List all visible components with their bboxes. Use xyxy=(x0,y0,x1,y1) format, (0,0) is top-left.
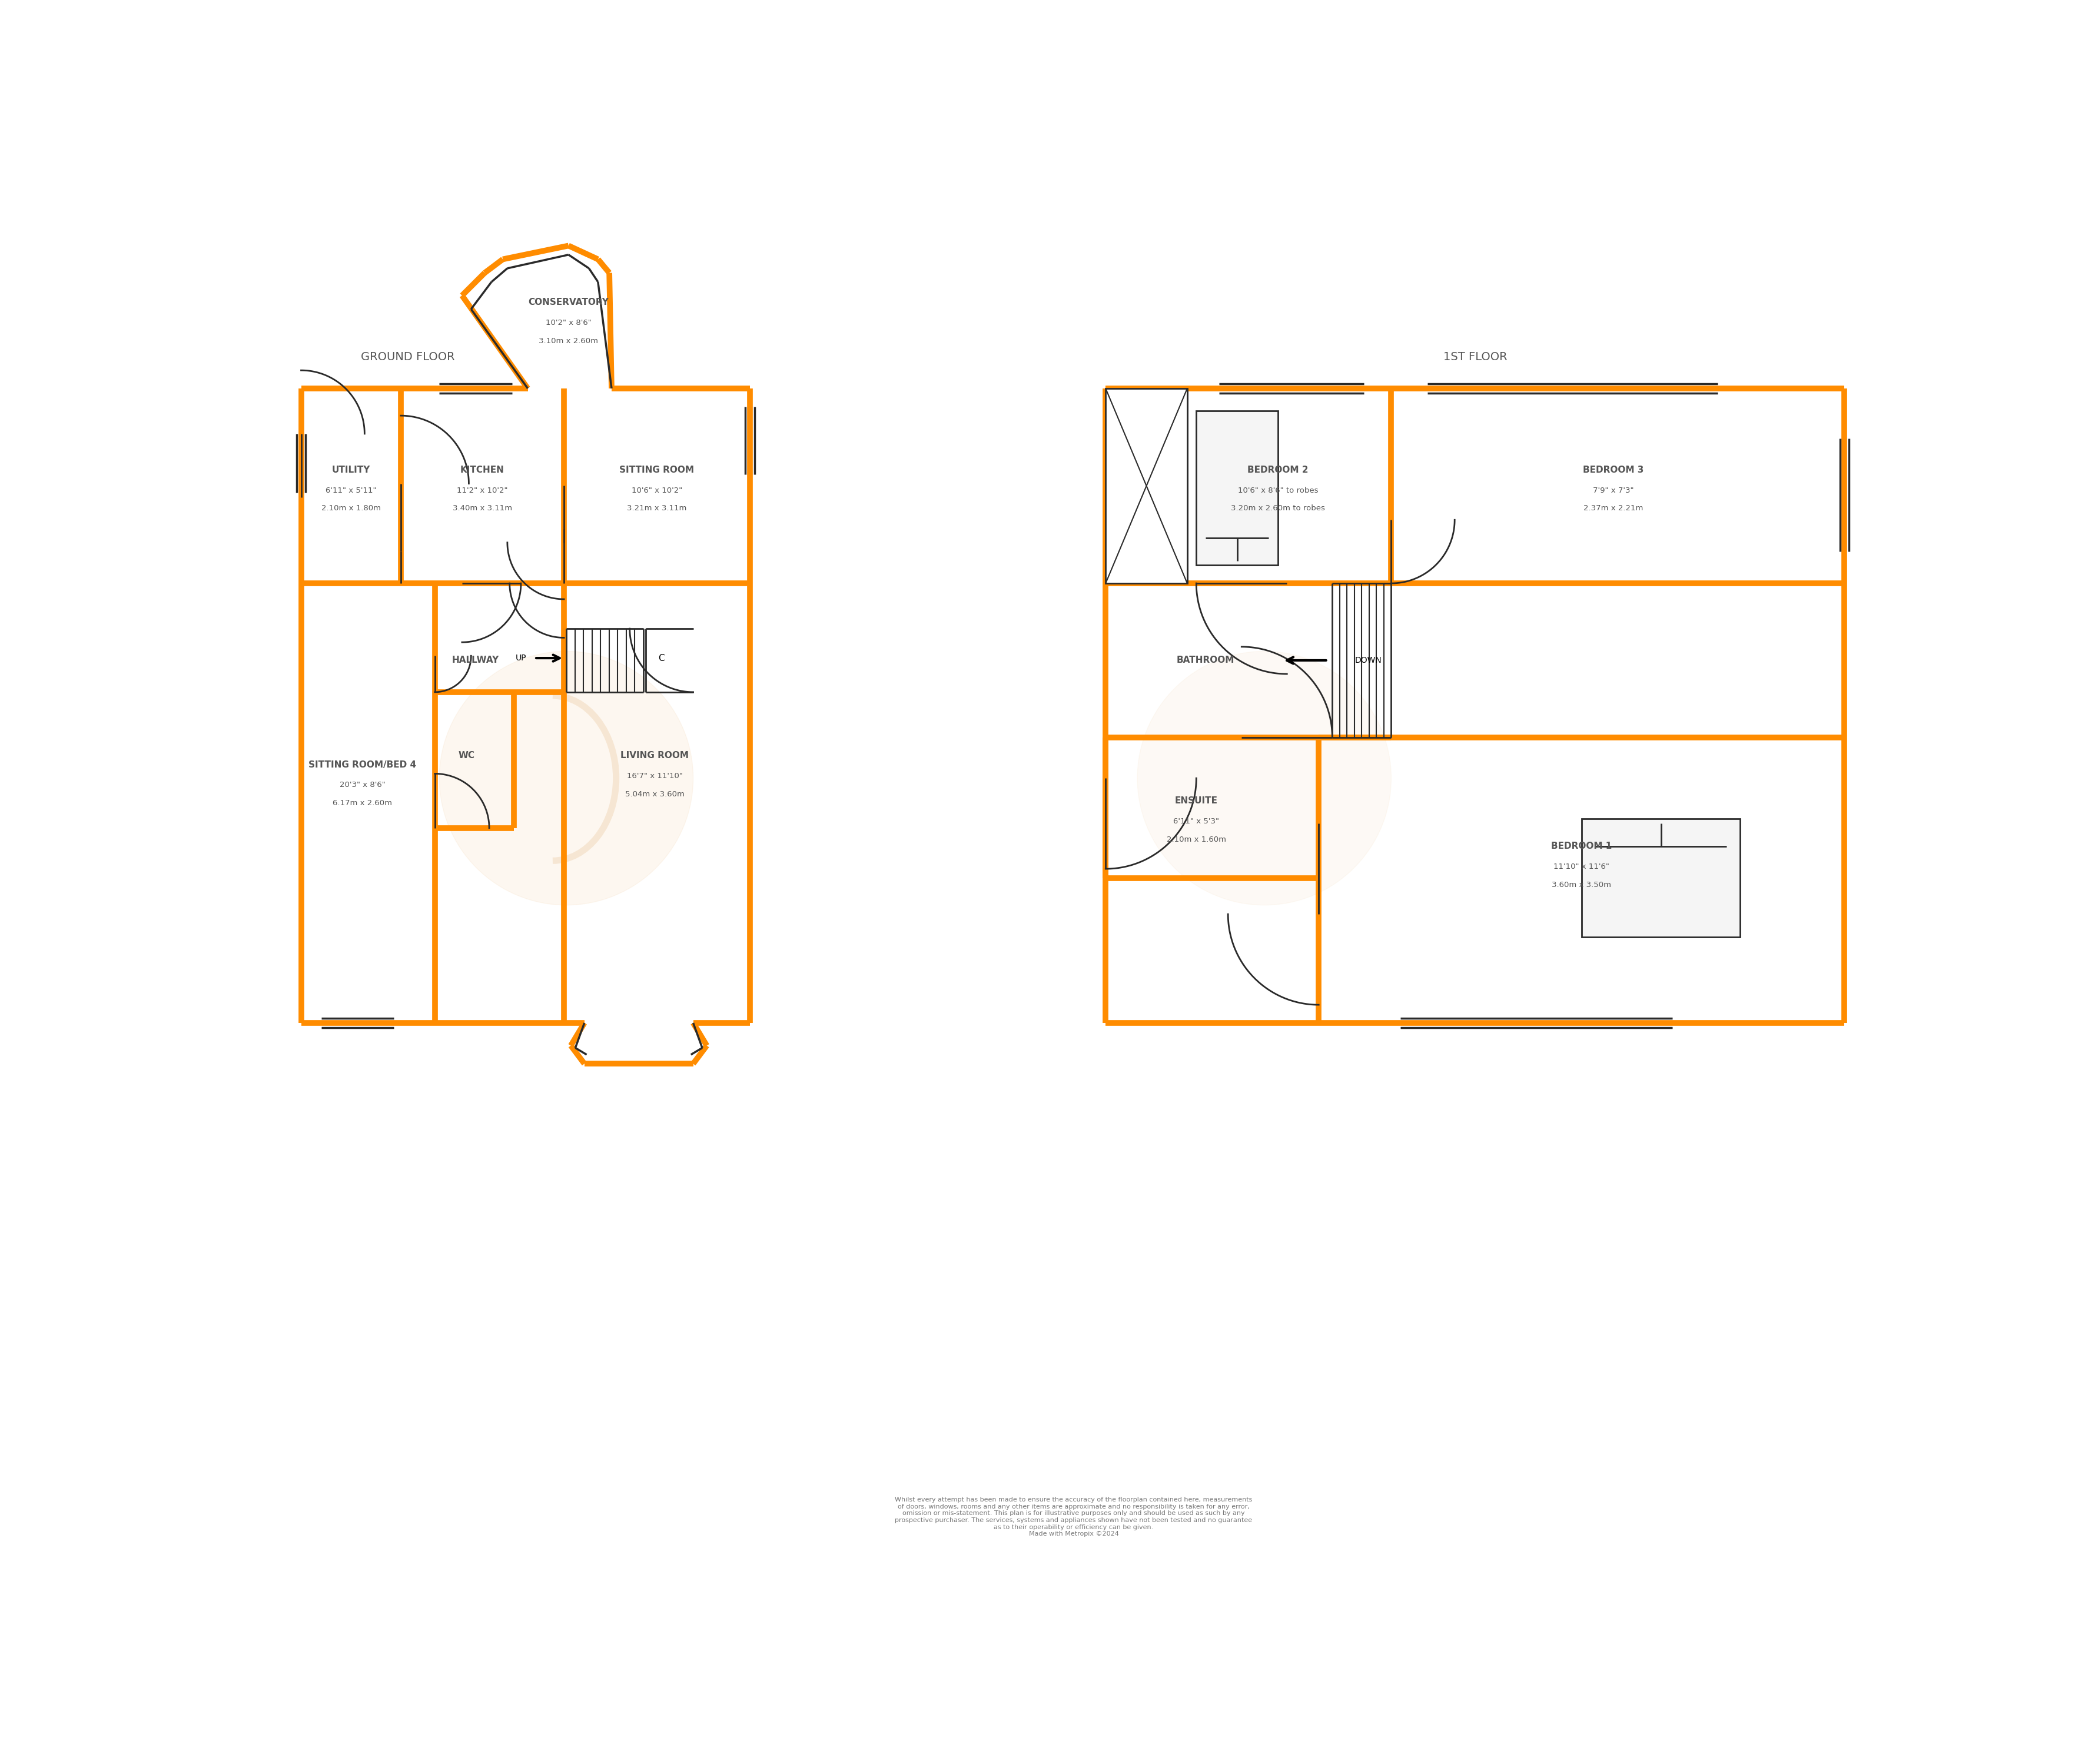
Text: 11'10" x 11'6": 11'10" x 11'6" xyxy=(1554,863,1609,870)
Text: HALLWAY: HALLWAY xyxy=(453,656,499,665)
Text: UP: UP xyxy=(515,654,526,661)
Text: 5.04m x 3.60m: 5.04m x 3.60m xyxy=(624,790,685,797)
Text: 3.40m x 3.11m: 3.40m x 3.11m xyxy=(453,505,511,512)
Text: 3.20m x 2.60m to robes: 3.20m x 2.60m to robes xyxy=(1232,505,1324,512)
Text: 6'11" x 5'3": 6'11" x 5'3" xyxy=(1173,817,1219,826)
Bar xyxy=(1582,818,1741,937)
Text: BEDROOM 3: BEDROOM 3 xyxy=(1584,466,1645,475)
Text: BEDROOM 2: BEDROOM 2 xyxy=(1247,466,1309,475)
Text: LIVING ROOM: LIVING ROOM xyxy=(620,751,689,760)
Text: 2.37m x 2.21m: 2.37m x 2.21m xyxy=(1584,505,1642,512)
Text: 3.10m x 2.60m: 3.10m x 2.60m xyxy=(538,337,599,344)
Text: 3.21m x 3.11m: 3.21m x 3.11m xyxy=(626,505,687,512)
Text: GROUND FLOOR: GROUND FLOOR xyxy=(360,351,455,362)
Text: DOWN: DOWN xyxy=(1355,656,1383,665)
Circle shape xyxy=(440,651,693,905)
Text: BATHROOM: BATHROOM xyxy=(1177,656,1234,665)
Text: 10'2" x 8'6": 10'2" x 8'6" xyxy=(545,319,591,326)
Circle shape xyxy=(1138,651,1391,905)
Text: 7'9" x 7'3": 7'9" x 7'3" xyxy=(1592,487,1634,494)
Text: 16'7" x 11'10": 16'7" x 11'10" xyxy=(626,773,683,780)
Text: 2.10m x 1.80m: 2.10m x 1.80m xyxy=(321,505,381,512)
Text: 2.10m x 1.60m: 2.10m x 1.60m xyxy=(1167,836,1226,843)
Bar xyxy=(1196,411,1278,564)
Text: 10'6" x 8'6" to robes: 10'6" x 8'6" to robes xyxy=(1238,487,1318,494)
Text: C: C xyxy=(658,654,664,663)
Text: 6.17m x 2.60m: 6.17m x 2.60m xyxy=(333,799,392,806)
Text: 6'11" x 5'11": 6'11" x 5'11" xyxy=(325,487,377,494)
Text: UTILITY: UTILITY xyxy=(331,466,371,475)
Text: CONSERVATORY: CONSERVATORY xyxy=(528,298,610,307)
Text: Whilst every attempt has been made to ensure the accuracy of the floorplan conta: Whilst every attempt has been made to en… xyxy=(895,1498,1253,1536)
Text: 20'3" x 8'6": 20'3" x 8'6" xyxy=(339,781,385,789)
Text: 11'2" x 10'2": 11'2" x 10'2" xyxy=(457,487,507,494)
Text: 10'6" x 10'2": 10'6" x 10'2" xyxy=(631,487,683,494)
Text: KITCHEN: KITCHEN xyxy=(461,466,505,475)
Text: WC: WC xyxy=(459,751,476,760)
Text: SITTING ROOM: SITTING ROOM xyxy=(620,466,693,475)
Text: 1ST FLOOR: 1ST FLOOR xyxy=(1443,351,1506,362)
Bar xyxy=(1106,388,1188,584)
Text: ENSUITE: ENSUITE xyxy=(1175,796,1217,806)
Text: SITTING ROOM/BED 4: SITTING ROOM/BED 4 xyxy=(308,760,417,769)
Text: BEDROOM 1: BEDROOM 1 xyxy=(1550,841,1611,850)
Text: 3.60m x 3.50m: 3.60m x 3.50m xyxy=(1552,880,1611,889)
